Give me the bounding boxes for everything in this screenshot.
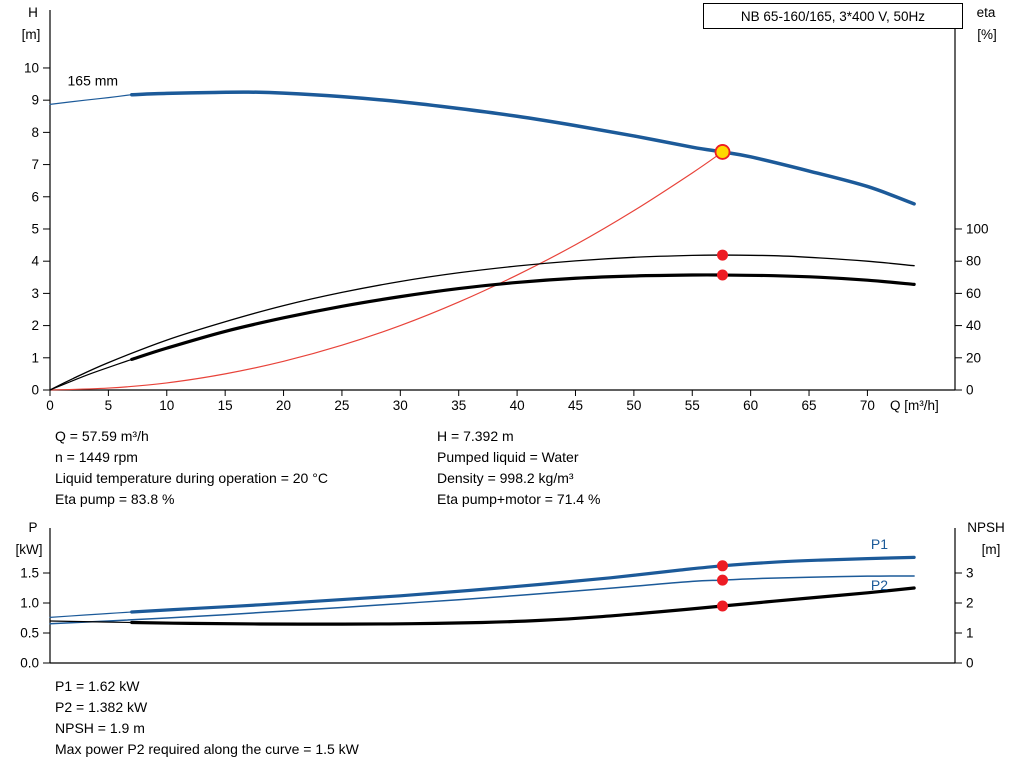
axis-label: H [28, 5, 38, 20]
axis-label: P [28, 520, 37, 535]
curve-annotation: P1 [871, 536, 888, 552]
x-tick-label: 5 [105, 398, 113, 413]
y-tick-left-label: 5 [31, 221, 39, 236]
y-tick-left-label: 2 [31, 318, 39, 333]
p2-curve [49, 575, 915, 625]
pump-title-label: NB 65-160/165, 3*400 V, 50Hz [740, 8, 926, 24]
x-tick-label: 15 [218, 398, 233, 413]
x-tick-label: 40 [510, 398, 525, 413]
y-tick-right-label: 80 [966, 254, 981, 269]
axis-label: Q [m³/h] [890, 398, 939, 413]
x-tick-label: 30 [393, 398, 408, 413]
y-tick-right-label: 0 [966, 656, 974, 671]
p1-curve-lead [49, 611, 133, 618]
x-tick-label: 55 [685, 398, 700, 413]
y-tick-left-label: 1.5 [20, 566, 39, 581]
x-tick-label: 70 [860, 398, 875, 413]
y-tick-left-label: 7 [31, 157, 39, 172]
y-tick-right-label: 3 [966, 566, 974, 581]
x-tick-label: 35 [451, 398, 466, 413]
result-line-eta-total: Eta pump+motor = 71.4 % [437, 491, 601, 507]
x-tick-label: 60 [743, 398, 758, 413]
result-line-h: H = 7.392 m [437, 428, 514, 444]
power-results: P1 = 1.62 kW P2 = 1.382 kW NPSH = 1.9 m … [55, 676, 359, 760]
result-line-n: n = 1449 rpm [55, 449, 138, 465]
p2-duty-point [717, 574, 729, 586]
pump-title-box: NB 65-160/165, 3*400 V, 50Hz [703, 3, 963, 29]
eta-total-duty-point [717, 269, 729, 281]
y-tick-right-label: 100 [966, 221, 989, 236]
power-chart: 0.0 0.5 1.0 1.5 0 1 2 3 P1 P2 P [kW] NPSH [m] [16, 520, 1005, 671]
result-line-density: Density = 998.2 kg/m³ [437, 470, 574, 486]
curve-annotation: 165 mm [68, 73, 119, 89]
duty-point-marker [714, 144, 731, 160]
axis-label: [kW] [16, 542, 43, 557]
axis-label: [%] [977, 27, 997, 42]
y-tick-right-label: 0 [966, 383, 974, 398]
y-tick-left-label: 9 [31, 93, 39, 108]
result-line-p2: P2 = 1.382 kW [55, 699, 148, 715]
axis-label: eta [977, 5, 996, 20]
x-tick-label: 20 [276, 398, 291, 413]
main-chart: 0 5 10 15 20 25 30 35 40 45 50 55 60 65 70012345678910… [22, 5, 997, 413]
result-line-p1: P1 = 1.62 kW [55, 678, 140, 694]
y-tick-left-label: 0.0 [20, 656, 39, 671]
y-tick-right-label: 20 [966, 350, 981, 365]
result-line-liquid-temp: Liquid temperature during operation = 20… [55, 470, 328, 486]
npsh-curve [130, 586, 916, 626]
qh-curve-lead [49, 94, 133, 105]
eta-total-curve [130, 273, 916, 362]
x-tick-label: 50 [626, 398, 641, 413]
axis-label: [m] [22, 27, 41, 42]
x-tick-label: 10 [159, 398, 174, 413]
y-tick-left-label: 0.5 [20, 626, 39, 641]
y-tick-left-label: 8 [31, 125, 39, 140]
y-tick-left-label: 10 [24, 60, 39, 75]
y-tick-left-label: 1.0 [20, 596, 39, 611]
system-curve [49, 151, 724, 391]
eta-total-curve-lead [49, 358, 133, 391]
curve-annotation: P2 [871, 577, 888, 593]
y-tick-right-label: 60 [966, 286, 981, 301]
axis-label: [m] [982, 542, 1001, 557]
npsh-curve-lead [49, 620, 133, 624]
x-tick-label: 0 [46, 398, 54, 413]
duty-results-left: Q = 57.59 m³/h n = 1449 rpm Liquid tempe… [55, 426, 328, 510]
x-tick-label: 65 [802, 398, 817, 413]
eta-pump-curve [49, 254, 915, 391]
p1-duty-point [717, 560, 729, 572]
result-line-q: Q = 57.59 m³/h [55, 428, 149, 444]
result-line-eta-pump: Eta pump = 83.8 % [55, 491, 175, 507]
p1-curve [130, 555, 916, 614]
y-tick-left-label: 3 [31, 286, 39, 301]
y-tick-left-label: 6 [31, 189, 39, 204]
y-tick-right-label: 2 [966, 596, 974, 611]
y-tick-right-label: 40 [966, 318, 981, 333]
result-line-max-power: Max power P2 required along the curve = … [55, 741, 359, 757]
y-tick-left-label: 0 [31, 383, 39, 398]
result-line-pumped-liquid: Pumped liquid = Water [437, 449, 579, 465]
qh-curve [129, 90, 916, 206]
axis-label: NPSH [967, 520, 1005, 535]
x-tick-label: 45 [568, 398, 583, 413]
y-tick-left-label: 4 [31, 254, 39, 269]
y-tick-right-label: 1 [966, 626, 974, 641]
npsh-duty-point [717, 600, 729, 612]
duty-results-right: H = 7.392 m Pumped liquid = Water Densit… [437, 426, 600, 510]
eta-pump-duty-point [717, 249, 729, 261]
x-tick-label: 25 [334, 398, 349, 413]
y-tick-left-label: 1 [31, 350, 39, 365]
result-line-npsh: NPSH = 1.9 m [55, 720, 145, 736]
